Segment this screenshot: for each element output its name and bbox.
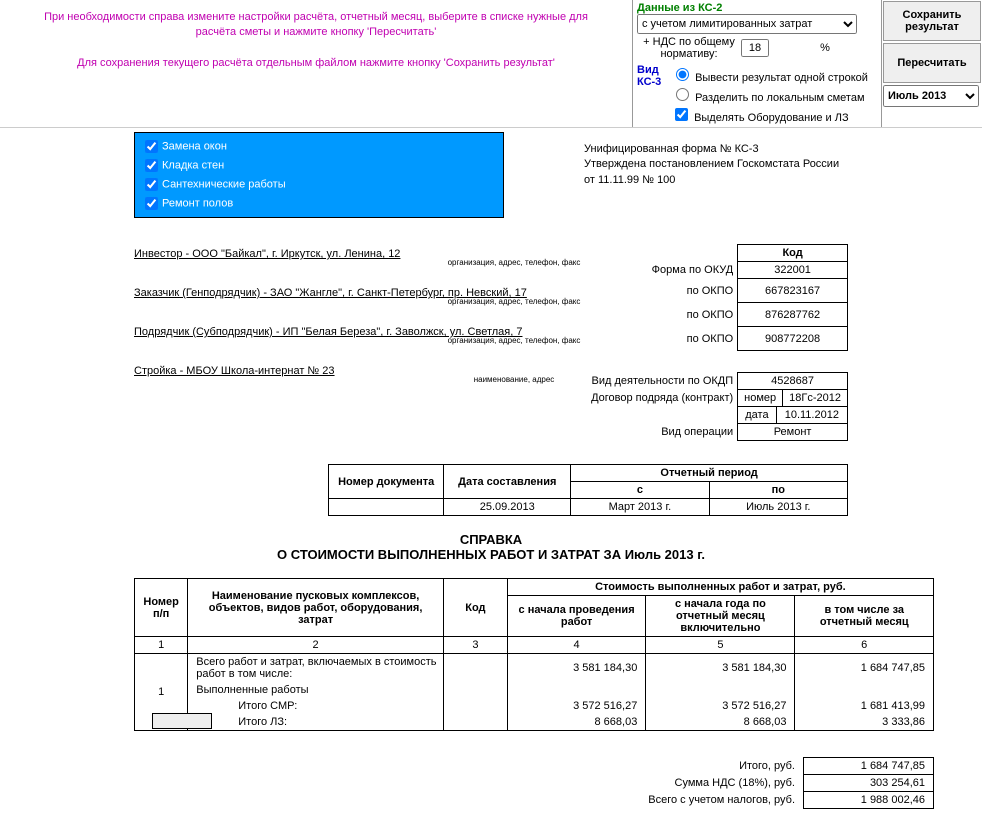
footer-sums: Итого, руб.1 684 747,85 Сумма НДС (18%),… (640, 757, 934, 809)
title-block: СПРАВКА О СТОИМОСТИ ВЫПОЛНЕННЫХ РАБОТ И … (0, 532, 982, 562)
sum-itogo-val: 1 684 747,85 (804, 758, 934, 775)
period-to: Июль 2013 г. (709, 499, 847, 516)
code-table: Код Форма по ОКУД322001 по ОКПО667823167… (585, 244, 848, 441)
doc-number (329, 499, 444, 516)
row-total-b: 3 581 184,30 (646, 654, 795, 683)
approved-l2: Утверждена постановлением Госкомстата Ро… (584, 157, 839, 172)
code-lbl-okpo3: по ОКПО (585, 327, 738, 351)
doc-meta-table: Номер документа Дата составления Отчетны… (328, 464, 848, 516)
recalc-button[interactable]: Пересчитать (883, 43, 981, 83)
sum-vsego-lbl: Всего с учетом налогов, руб. (640, 792, 803, 809)
ks3-checkbox[interactable]: Выделять Оборудование и ЛЗ (671, 105, 877, 124)
ks2-select[interactable]: с учетом лимитированных затрат (637, 14, 857, 34)
ks2-title: Данные из КС-2 (637, 2, 877, 14)
oper-val: Ремонт (738, 424, 848, 441)
nds-label: + НДС по общему нормативу: (637, 36, 741, 60)
chk-item-3[interactable]: Ремонт полов (141, 194, 497, 213)
contract-lbl: Договор подряда (контракт) (585, 390, 738, 424)
meta-h3: Отчетный период (571, 465, 848, 482)
code-val-okud: 322001 (738, 262, 848, 279)
row-smr-b: 3 572 516,27 (646, 698, 795, 714)
row-lz-c: 3 333,86 (795, 714, 934, 731)
row-total-label: Всего работ и затрат, включаемых в стоим… (188, 654, 444, 683)
approved-l3: от 11.11.99 № 100 (584, 173, 839, 188)
hint-text-2: Для сохранения текущего расчёта отдельны… (40, 56, 592, 71)
nds-pct: % (773, 42, 877, 54)
button-panel: Сохранить результат Пересчитать Июль 201… (882, 0, 982, 127)
top-panel: При необходимости справа измените настро… (0, 0, 982, 128)
construction-line: Стройка - МБОУ Школа-интернат № 23 (134, 365, 335, 377)
investor-line: Инвестор - ООО "Байкал", г. Иркутск, ул.… (134, 248, 400, 260)
save-button[interactable]: Сохранить результат (883, 1, 981, 41)
row-smr-a: 3 572 516,27 (507, 698, 645, 714)
row-lz-label: Итого ЛЗ: (188, 714, 444, 731)
oper-lbl: Вид операции (585, 424, 738, 441)
contract-date: 10.11.2012 (776, 407, 847, 423)
code-val-okpo3: 908772208 (738, 327, 848, 351)
approved-l1: Унифицированная форма № КС-3 (584, 142, 839, 157)
period-from: Март 2013 г. (571, 499, 709, 516)
doc-date: 25.09.2013 (444, 499, 571, 516)
meta-h1: Номер документа (329, 465, 444, 499)
chk-item-1[interactable]: Кладка стен (141, 156, 497, 175)
code-val-okpo2: 876287762 (738, 303, 848, 327)
codes-area: Код Форма по ОКУД322001 по ОКПО667823167… (134, 248, 848, 444)
main-table: Номер п/п Наименование пусковых комплекс… (134, 578, 934, 731)
chk-item-0[interactable]: Замена окон (141, 137, 497, 156)
edit-marker[interactable] (152, 713, 212, 729)
sum-nds-val: 303 254,61 (804, 775, 934, 792)
ks2-panel: Данные из КС-2 с учетом лимитированных з… (632, 0, 882, 127)
sum-vsego-val: 1 988 002,46 (804, 792, 934, 809)
sum-itogo-lbl: Итого, руб. (640, 758, 803, 775)
code-header: Код (738, 245, 848, 262)
ks3-radio-1[interactable]: Вывести результат одной строкой (671, 65, 877, 84)
row-works-label: Выполненные работы (188, 682, 444, 698)
ks3-radio-2[interactable]: Разделить по локальным сметам (671, 85, 877, 104)
hint-box: При необходимости справа измените настро… (0, 0, 632, 127)
nds-input[interactable] (741, 39, 769, 57)
row-lz-b: 8 668,03 (646, 714, 795, 731)
code-lbl-okdp: Вид деятельности по ОКДП (585, 373, 738, 390)
chk-item-2[interactable]: Сантехнические работы (141, 175, 497, 194)
row-smr-c: 1 681 413,99 (795, 698, 934, 714)
row-total-a: 3 581 184,30 (507, 654, 645, 683)
code-val-okdp: 4528687 (738, 373, 848, 390)
code-lbl-okpo1: по ОКПО (585, 279, 738, 303)
code-lbl-okpo2: по ОКПО (585, 303, 738, 327)
meta-h2: Дата составления (444, 465, 571, 499)
row-smr-label: Итого СМР: (188, 698, 444, 714)
sum-nds-lbl: Сумма НДС (18%), руб. (640, 775, 803, 792)
code-lbl-okud: Форма по ОКУД (585, 262, 738, 279)
contract-number: 18Гс-2012 (783, 390, 847, 406)
code-val-okpo1: 667823167 (738, 279, 848, 303)
row-lz-a: 8 668,03 (507, 714, 645, 731)
estimate-checklist: Замена окон Кладка стен Сантехнические р… (134, 132, 504, 218)
ks3-title: Вид КС-3 (637, 64, 671, 125)
hint-text-1: При необходимости справа измените настро… (40, 10, 592, 41)
row-total-c: 1 684 747,85 (795, 654, 934, 683)
month-select[interactable]: Июль 2013 (883, 85, 979, 107)
